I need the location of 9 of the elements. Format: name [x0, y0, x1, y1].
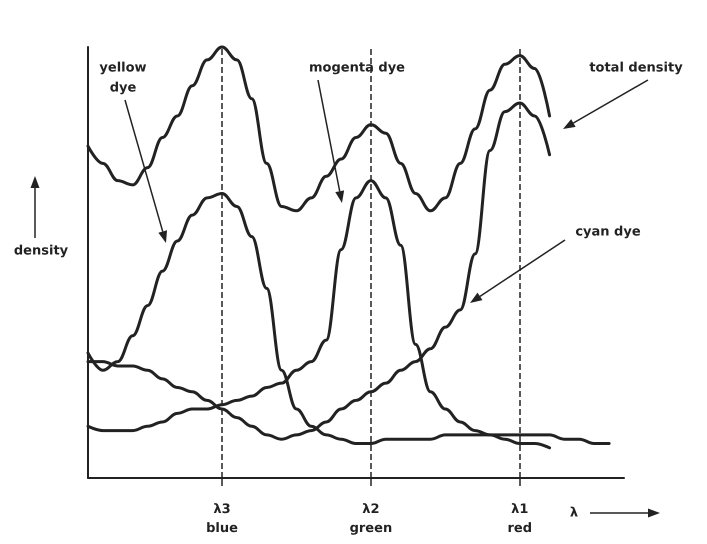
annotation: mogenta dye: [309, 60, 406, 76]
x-axis-title: λ: [570, 506, 578, 520]
x-tick-label: λ1 red: [508, 502, 532, 536]
annotation: total density: [589, 60, 684, 76]
y-axis-title: density: [14, 244, 69, 258]
x-tick-label: λ2 green: [350, 502, 392, 536]
annotation: cyan dye: [575, 224, 641, 240]
annotation: yellow dye: [99, 60, 147, 96]
x-tick-label: λ3 blue: [206, 502, 238, 536]
